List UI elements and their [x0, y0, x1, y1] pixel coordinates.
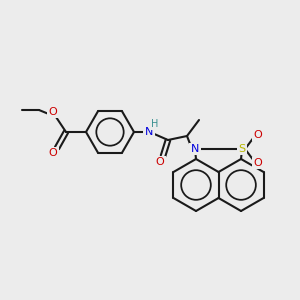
Text: N: N [145, 127, 153, 137]
Text: O: O [156, 157, 164, 167]
Text: O: O [254, 130, 262, 140]
Text: O: O [254, 158, 262, 168]
Text: S: S [238, 144, 246, 154]
Text: H: H [151, 119, 159, 129]
Text: O: O [49, 107, 57, 117]
Text: N: N [191, 144, 199, 154]
Text: O: O [49, 148, 57, 158]
